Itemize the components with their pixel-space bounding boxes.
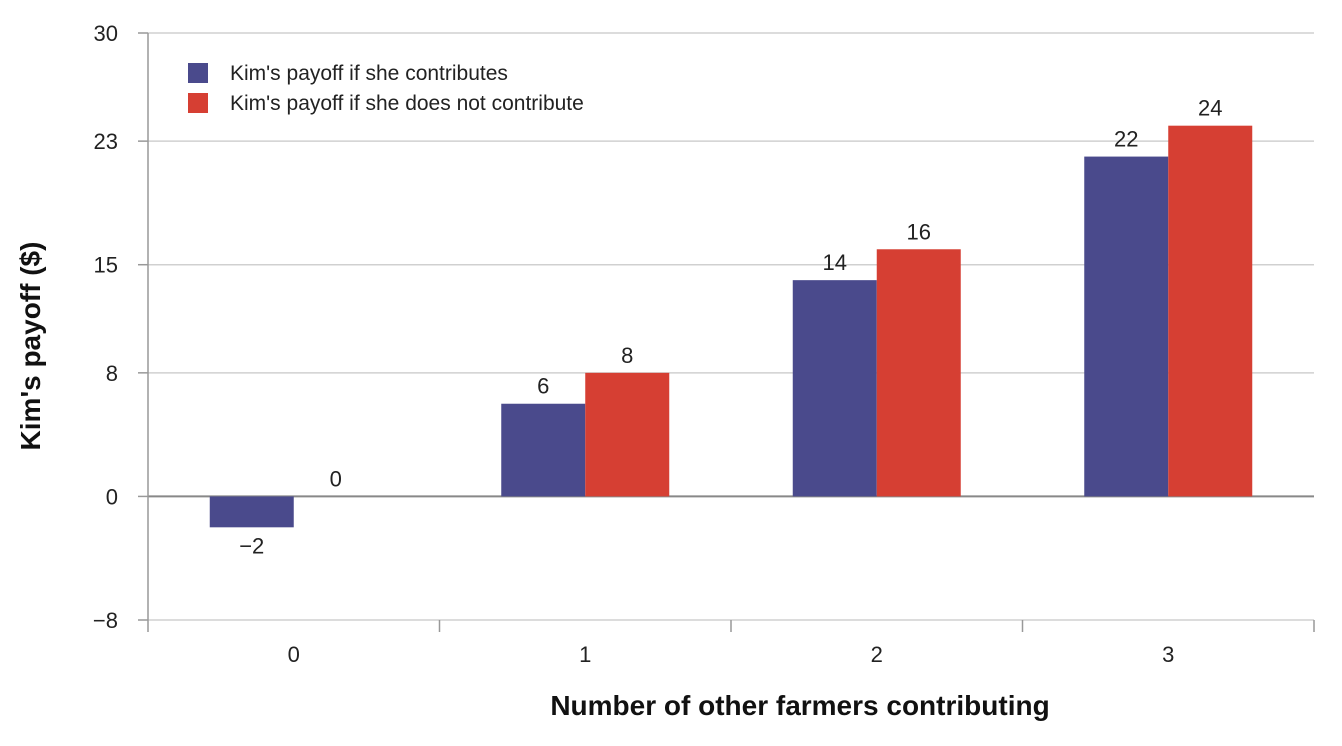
grid-layer [148,32,1314,621]
data-label: 0 [330,466,342,491]
data-label: 22 [1114,127,1138,152]
data-label: 14 [823,250,847,275]
bar [1168,125,1253,497]
y-tick-label: −8 [93,608,118,633]
bar [876,249,961,497]
labels-layer: −2 0 6 8 14 16 22 24 [239,96,1222,559]
data-label: 16 [907,219,931,244]
x-tick-label: 3 [1162,642,1174,667]
bar [792,280,877,497]
legend-label: Kim's payoff if she does not contribute [230,92,584,115]
data-label: 6 [537,374,549,399]
y-tick-label: 8 [106,361,118,386]
x-tick-label: 0 [288,642,300,667]
bars-layer [209,125,1253,528]
data-label: −2 [239,533,264,558]
x-axis-title: Number of other farmers contributing [550,690,1049,721]
x-tick-label: 1 [579,642,591,667]
bar [1084,156,1169,497]
data-label: 24 [1198,96,1222,121]
bar [209,496,294,528]
data-label: 8 [621,343,633,368]
y-tick-label: 30 [94,21,118,46]
y-tick-label: 0 [106,484,118,509]
legend-swatch [188,63,208,83]
bar [585,372,670,497]
y-axis-title: Kim's payoff ($) [15,242,46,451]
bar [501,403,586,497]
x-tick-label: 2 [871,642,883,667]
legend: Kim's payoff if she contributes Kim's pay… [188,62,584,115]
y-tick-label: 15 [94,253,118,278]
legend-label: Kim's payoff if she contributes [230,62,508,85]
y-tick-label: 23 [94,129,118,154]
legend-swatch [188,93,208,113]
